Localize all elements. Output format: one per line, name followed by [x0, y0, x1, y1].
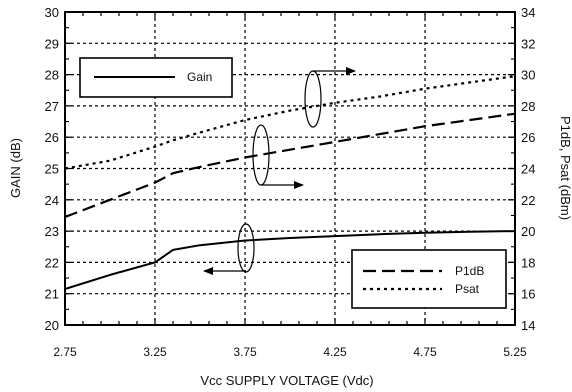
series-gain-line	[64, 230, 516, 290]
p1db-axis-indicator	[252, 124, 304, 189]
right-tick-label: 14	[521, 318, 535, 333]
left-tick-label: 27	[45, 99, 59, 114]
left-tick-label: 26	[45, 130, 59, 145]
x-tick-label: 3.25	[143, 345, 167, 359]
left-tick-label: 24	[45, 193, 59, 208]
right-tick-label: 22	[521, 193, 535, 208]
gain-axis-indicator	[203, 223, 255, 275]
tick-labels: 2.75 3.25 3.75 4.25 4.75 5.25 20 21 22 23 24 25 26 27…	[45, 5, 536, 359]
series-p1db-line	[64, 112, 516, 219]
left-tick-label: 23	[45, 224, 59, 239]
right-tick-label: 28	[521, 99, 535, 114]
gain-legend-label: Gain	[187, 70, 212, 84]
tick-marks	[64, 11, 516, 326]
gain-legend: Gain	[79, 57, 233, 98]
left-tick-label: 29	[45, 36, 59, 51]
series-lines	[64, 75, 516, 290]
x-axis-title: Vcc SUPPLY VOLTAGE (Vdc)	[200, 373, 373, 388]
x-tick-label: 4.75	[413, 345, 437, 359]
x-tick-label: 2.75	[53, 345, 77, 359]
gain-indicator-ellipse	[237, 223, 255, 273]
right-tick-label: 34	[521, 5, 535, 20]
power-legend-box	[351, 249, 507, 309]
left-tick-label: 22	[45, 255, 59, 270]
right-tick-label: 26	[521, 130, 535, 145]
right-tick-label: 30	[521, 68, 535, 83]
psat-legend-label: Psat	[455, 282, 480, 296]
series-psat-line	[64, 75, 516, 170]
left-tick-label: 21	[45, 287, 59, 302]
psat-indicator-ellipse	[304, 70, 322, 128]
p1db-legend-label: P1dB	[455, 264, 484, 278]
right-tick-label: 24	[521, 162, 535, 177]
left-tick-label: 25	[45, 162, 59, 177]
right-tick-label: 20	[521, 224, 535, 239]
x-tick-label: 4.25	[323, 345, 347, 359]
right-tick-label: 16	[521, 287, 535, 302]
left-axis-title: GAIN (dB)	[8, 138, 23, 198]
right-axis-title: P1dB, Psat (dBm)	[558, 116, 572, 220]
psat-axis-indicator	[304, 67, 356, 128]
power-legend: P1dB Psat	[351, 249, 507, 309]
x-tick-label: 3.75	[233, 345, 257, 359]
right-tick-label: 18	[521, 255, 535, 270]
right-tick-label: 32	[521, 36, 535, 51]
left-tick-label: 30	[45, 5, 59, 20]
left-tick-label: 20	[45, 318, 59, 333]
x-tick-label: 5.25	[503, 345, 527, 359]
left-tick-label: 28	[45, 68, 59, 83]
